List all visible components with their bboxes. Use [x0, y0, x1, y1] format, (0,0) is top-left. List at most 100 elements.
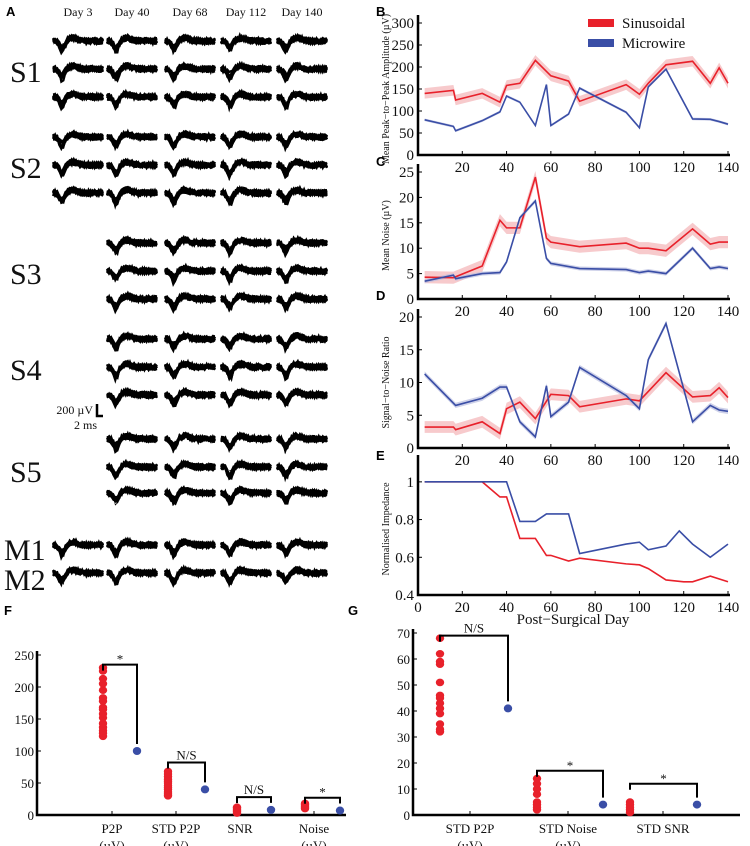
waveform-trace [220, 63, 272, 76]
waveform-trace [220, 65, 272, 78]
waveform-trace-group [276, 234, 328, 259]
y-tick-label: 0.6 [395, 550, 414, 566]
waveform-trace [276, 568, 328, 583]
waveform-trace-group [163, 33, 216, 56]
y-axis-label: Normalised Impedance [381, 482, 392, 576]
x-tick-label: 140 [717, 304, 740, 320]
waveform-trace [164, 266, 216, 285]
x-tick-label: 20 [455, 453, 470, 469]
point-sinusoidal [98, 694, 108, 702]
y-tick-label: 70 [397, 626, 410, 641]
waveform-trace [220, 32, 272, 53]
waveform-trace [276, 433, 328, 452]
x-tick-label: 120 [672, 160, 695, 176]
waveform-trace-group [220, 88, 273, 113]
waveform-trace [220, 159, 272, 175]
waveform-trace [220, 92, 272, 104]
waveform-trace [276, 293, 328, 307]
series-line-sinusoidal [424, 176, 728, 279]
waveform-trace-group [276, 89, 328, 112]
point-sinusoidal [532, 790, 542, 798]
waveform-trace-group [164, 459, 217, 480]
waveform-trace-group [164, 185, 217, 209]
waveform-trace [164, 160, 216, 178]
waveform-trace-group [105, 331, 159, 352]
x-tick-label: 140 [717, 453, 740, 469]
waveform-trace-group [220, 537, 273, 559]
x-tick-label: 140 [717, 600, 740, 616]
point-sinusoidal [625, 798, 635, 806]
waveform-trace [276, 36, 328, 54]
waveform-trace [276, 239, 328, 252]
x-tick-label: 20 [455, 160, 470, 176]
waveform-trace-group [106, 430, 158, 454]
waveform-trace [220, 567, 272, 586]
series-line-microwire [424, 321, 729, 439]
waveform-trace [220, 265, 272, 283]
waveform-trace [106, 538, 158, 557]
waveform-trace [220, 461, 272, 476]
x-tick-label: 40 [499, 160, 514, 176]
waveform-trace [106, 91, 157, 111]
waveform-trace-group [164, 234, 216, 257]
waveform-trace [220, 266, 272, 280]
waveform-trace-group [51, 537, 104, 561]
y-tick-label: 0.8 [395, 513, 414, 529]
series-line-microwire [424, 67, 729, 132]
x-tick-label: STD Noise [539, 821, 597, 836]
waveform-trace-group [164, 61, 217, 84]
waveform-trace-group [220, 130, 272, 151]
y-tick-label: 250 [392, 38, 415, 54]
waveform-trace [164, 35, 216, 53]
waveform-trace [164, 461, 216, 474]
x-tick-label: 120 [672, 304, 695, 320]
point-sinusoidal [435, 725, 445, 733]
x-tick-label: 100 [628, 304, 651, 320]
waveform-trace-group [105, 185, 159, 210]
point-sinusoidal [435, 657, 445, 666]
y-tick-label: 40 [397, 704, 410, 719]
waveform-trace [276, 539, 328, 555]
waveform-trace-group [105, 485, 158, 506]
scatter-chart-f: 0 50 100 150 200 250 P2P (µV) * STD P2P (µV) N/S SNR… [15, 648, 346, 846]
axes [416, 455, 730, 597]
y-tick-label: 5 [407, 408, 415, 424]
x-tick-label: 20 [455, 304, 470, 320]
waveform-trace [106, 65, 158, 78]
x-tick-label: 60 [543, 453, 558, 469]
waveform-trace [106, 361, 158, 378]
waveform-trace-group [106, 128, 158, 152]
waveform-trace [52, 35, 104, 50]
line-chart-b: 0 50 100 150 200 250 300 20 40 60 80 100 120 140 Mean … [381, 14, 739, 176]
point-sinusoidal [532, 774, 542, 783]
y-axis-label: Mean Noise (µV) [381, 200, 392, 271]
y-tick-label: 0 [28, 808, 35, 823]
waveform-trace [52, 131, 104, 149]
x-tick-label: 100 [628, 600, 651, 616]
waveform-trace [276, 487, 328, 504]
legend: Sinusoidal Microwire [588, 16, 686, 52]
point-sinusoidal [435, 704, 445, 713]
waveform-trace-group [219, 236, 273, 259]
waveform-trace-group [105, 157, 158, 179]
x-tick-label: 40 [499, 600, 514, 616]
waveform-trace [164, 62, 216, 76]
point-microwire [132, 747, 142, 755]
waveform-trace [106, 293, 158, 306]
waveform-trace [276, 267, 328, 281]
waveform-trace [220, 332, 272, 350]
point-sinusoidal [532, 780, 542, 788]
waveform-trace [106, 237, 157, 254]
x-tick-label: 100 [628, 453, 651, 469]
point-sinusoidal [435, 720, 445, 728]
waveform-trace [52, 540, 104, 557]
day-label: Day 112 [226, 5, 267, 19]
y-tick-label: 15 [399, 216, 414, 232]
day-label: Day 3 [64, 5, 93, 19]
axes [35, 651, 346, 817]
waveform-trace [106, 130, 158, 145]
waveform-trace-group [52, 33, 104, 56]
waveform-trace-group [275, 290, 329, 314]
significance-bracket [102, 663, 138, 744]
